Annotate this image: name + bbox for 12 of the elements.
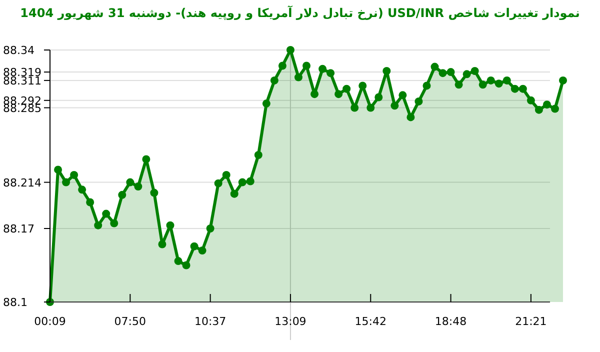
- y-tick-label: 88.34: [3, 44, 34, 57]
- y-tick-label: 88.1: [3, 296, 28, 309]
- x-tick-label: 10:37: [194, 315, 226, 328]
- x-tick-label: 07:50: [114, 315, 146, 328]
- x-tick-label: 15:42: [354, 315, 386, 328]
- chart-title: نمودار تغییرات شاخص USD/INR (نرخ تبادل دلار آمریکا و روپیه هند)- دوشنبه 31 شهریور 1404: [19, 6, 581, 20]
- x-tick-label: 18:48: [434, 315, 467, 328]
- y-tick-label: 88.17: [3, 222, 34, 236]
- x-tick-label: 13:09: [274, 315, 306, 328]
- y-tick-label: 88.214: [3, 176, 42, 190]
- x-tick-label: 00:09: [34, 315, 66, 328]
- x-tick-label: 21:21: [515, 315, 547, 328]
